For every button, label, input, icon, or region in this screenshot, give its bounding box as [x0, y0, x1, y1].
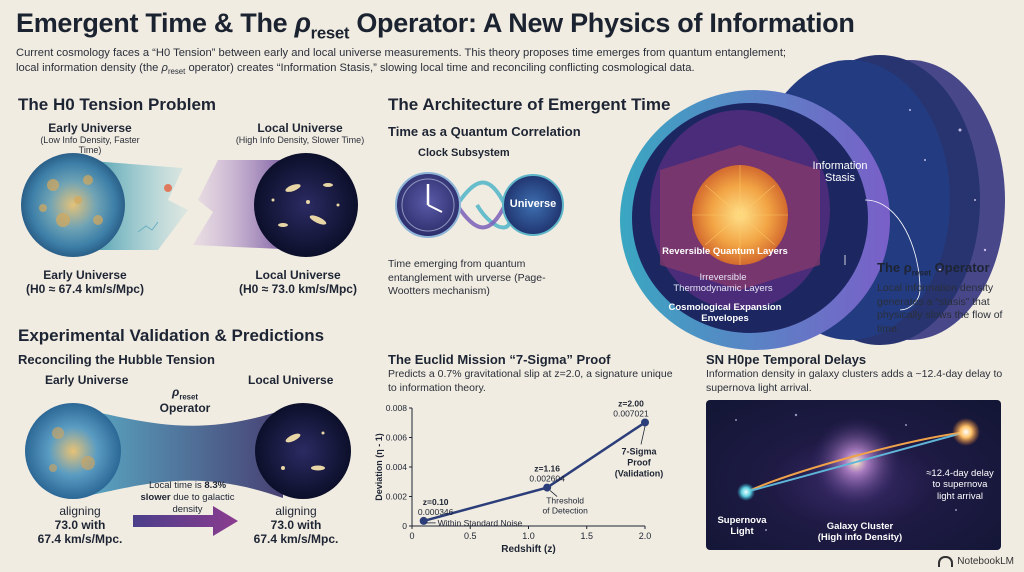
entanglement-diagram — [395, 172, 564, 238]
hubble-bridge-illustration — [25, 403, 351, 536]
y-tick-label: 0.004 — [386, 462, 408, 472]
annotation-proof-pointer — [640, 426, 646, 445]
data-label-z: z=1.16 — [534, 464, 560, 474]
universe-sphere — [502, 174, 564, 236]
y-tick-label: 0.008 — [386, 403, 408, 413]
x-tick-label: 1.0 — [522, 531, 535, 541]
y-tick-label: 0.006 — [386, 433, 408, 443]
data-point — [543, 483, 552, 492]
annotation-proof-3: (Validation) — [615, 468, 664, 478]
sn-delay-text: ≈12.4-day delay to supernova light arriv… — [926, 468, 994, 502]
h0-heading: The H0 Tension Problem — [18, 95, 217, 114]
val-galaxy-sphere — [255, 403, 351, 499]
val-early-label: Early Universe — [45, 373, 129, 387]
sn-illustration — [735, 413, 980, 536]
supernova-light-label: Supernova Light — [717, 515, 767, 538]
galaxy-cluster-label: Galaxy Cluster (High info Density) — [817, 521, 903, 544]
notebooklm-icon — [938, 556, 954, 567]
data-label-value: 0.007021 — [613, 408, 649, 418]
galaxy-sphere — [254, 153, 358, 257]
annotation-proof-2: Proof — [627, 457, 652, 467]
x-tick-label: 0.5 — [464, 531, 477, 541]
entanglement-caption: Time emerging from quantum entanglement … — [388, 258, 546, 298]
annotation-proof: 7-Sigma — [621, 446, 657, 456]
x-tick-label: 0 — [409, 531, 414, 541]
layer-envelope-label: Cosmological Expansion Envelopes — [668, 302, 782, 324]
val-operator-label: ρreset Operator — [159, 385, 211, 416]
operator-title: The ρreset Operator — [877, 260, 990, 278]
annotation-noise: Within Standard Noise — [438, 518, 523, 528]
val-mid-text: Local time is 8.3% slower due to galacti… — [140, 480, 235, 515]
observer-point — [737, 483, 755, 501]
layer-irreversible-label: Irreversible Thermodynamic Layers — [673, 272, 773, 294]
early-universe-header: Early Universe (Low Info Density, Faster… — [40, 121, 140, 155]
light-path-delayed — [745, 431, 967, 493]
data-label-value: 0.000346 — [418, 507, 454, 517]
clock-subsystem-label: Clock Subsystem — [418, 147, 510, 159]
data-label-z: z=0.10 — [423, 497, 449, 507]
y-axis-label: Deviation (η - 1) — [374, 433, 384, 501]
y-tick-label: 0 — [402, 521, 407, 531]
local-h0-value: Local Universe (H0 ≈ 73.0 km/s/Mpc) — [239, 268, 357, 296]
euclid-description: Predicts a 0.7% gravitational slip at z=… — [388, 368, 673, 394]
val-left-bottom: aligning 73.0 with 67.4 km/s/Mpc. — [37, 504, 123, 546]
sn-heading: SN H0pe Temporal Delays — [706, 352, 867, 367]
quantum-correlation-subheading: Time as a Quantum Correlation — [388, 124, 581, 139]
local-universe-header: Local Universe (High Info Density, Slowe… — [235, 121, 365, 145]
data-label-value: 0.002604 — [529, 474, 565, 484]
val-right-bottom: aligning 73.0 with 67.4 km/s/Mpc. — [253, 504, 339, 546]
operator-description: Local information density generates a “s… — [877, 282, 1003, 335]
euclid-heading: The Euclid Mission “7-Sigma” Proof — [388, 352, 611, 367]
h0-tension-illustration — [21, 153, 358, 257]
annotation-threshold-2: of Detection — [542, 506, 588, 516]
data-point — [641, 418, 649, 427]
layered-time-illustration — [620, 55, 1005, 350]
x-tick-label: 1.5 — [580, 531, 593, 541]
data-point — [419, 516, 428, 525]
intro-text: Current cosmology faces a “H0 Tension” b… — [16, 47, 787, 77]
x-tick-label: 2.0 — [639, 531, 652, 541]
euclid-chart: 0 0.5 1.0 1.5 2.0 0 0.002 0.004 0.006 0.008 z=0.1… — [374, 400, 664, 555]
sn-description: Information density in galaxy clusters a… — [706, 368, 1003, 394]
annotation-threshold: Threshold — [546, 496, 584, 506]
architecture-heading: The Architecture of Emergent Time — [388, 95, 671, 114]
notebooklm-brand: NotebookLM — [938, 556, 1014, 567]
page-title: Emergent Time & The ρreset Operator: A N… — [16, 8, 855, 43]
annotation-threshold-pointer — [549, 490, 558, 497]
cmb-sphere — [21, 153, 125, 257]
validation-heading: Experimental Validation & Predictions — [18, 326, 325, 345]
val-cmb-sphere — [25, 403, 121, 499]
y-tick-label: 0.002 — [386, 492, 408, 502]
supernova-star — [952, 418, 980, 446]
val-local-label: Local Universe — [248, 373, 334, 387]
universe-label: Universe — [509, 198, 557, 210]
val-arrow — [133, 506, 238, 536]
early-h0-value: Early Universe (H0 ≈ 67.4 km/s/Mpc) — [26, 268, 144, 296]
layer-reversible-label: Reversible Quantum Layers — [662, 246, 788, 257]
x-axis-label: Redshift (z) — [501, 544, 555, 555]
hubble-subheading: Reconciling the Hubble Tension — [18, 352, 215, 367]
information-stasis-label: Information Stasis — [812, 160, 868, 184]
light-path-direct — [745, 431, 967, 493]
data-label-z: z=2.00 — [618, 400, 644, 408]
